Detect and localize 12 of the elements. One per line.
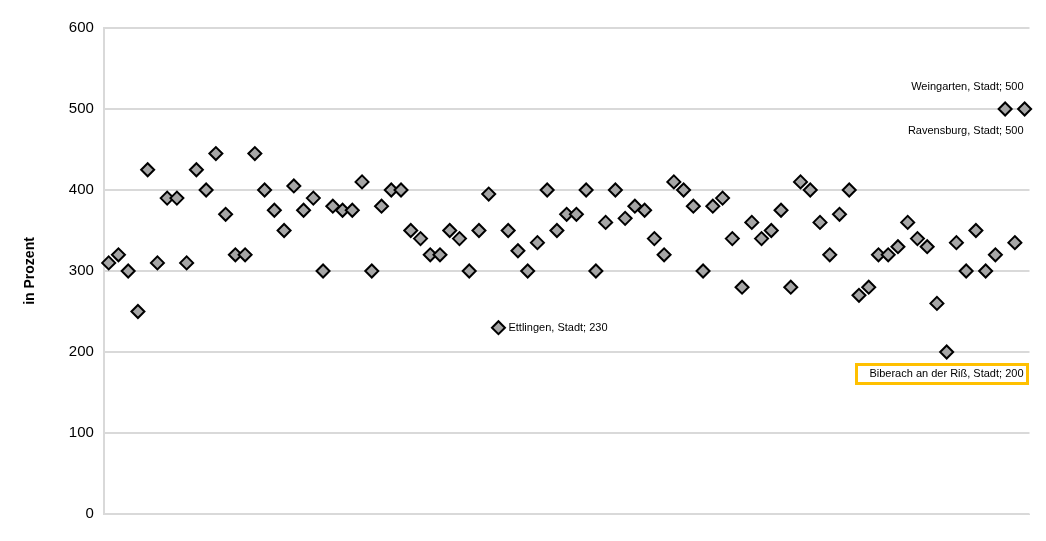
y-tick-label: 0 bbox=[85, 504, 94, 522]
y-tick-label: 500 bbox=[68, 99, 94, 117]
data-label: Ravensburg, Stadt; 500 bbox=[907, 124, 1024, 137]
data-label: Biberach an der Riß, Stadt; 200 bbox=[869, 367, 1024, 380]
data-label: Ettlingen, Stadt; 230 bbox=[508, 320, 608, 333]
data-label: Weingarten, Stadt; 500 bbox=[911, 80, 1024, 93]
y-tick-label: 200 bbox=[68, 342, 94, 360]
y-tick-label: 100 bbox=[68, 423, 94, 441]
y-tick-label: 300 bbox=[68, 261, 94, 279]
y-tick-label: 400 bbox=[68, 180, 94, 198]
y-axis-title: in Prozent bbox=[21, 236, 38, 305]
y-tick-label: 600 bbox=[68, 18, 94, 36]
